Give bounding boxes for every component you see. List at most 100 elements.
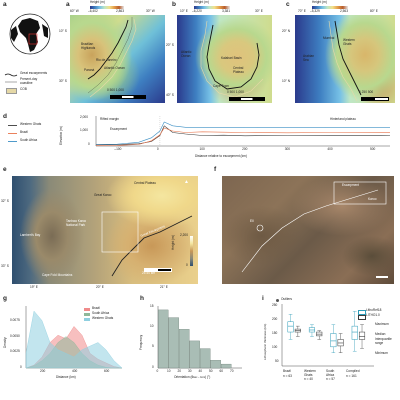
panel-i-group-brazil: Brazil (283, 369, 291, 373)
panel-d-xtick: 200 (242, 147, 248, 151)
panel-i-ytick-250: 250 (272, 303, 278, 307)
map-b-label-central-1: Central (233, 66, 244, 70)
panel-label-g: g (3, 295, 7, 302)
panel-d-xtick: 500 (369, 147, 376, 151)
legend-litho10-swatch (358, 315, 366, 320)
histogram-bar (168, 317, 179, 369)
series-line-brazil (95, 127, 391, 146)
panel-i-ytick-200: 200 (272, 317, 278, 321)
map-e-label-tankwa-2: National Park (66, 223, 86, 227)
map-c-escarpment-line (328, 20, 362, 102)
panel-i-outliers-label: Outliers (281, 297, 292, 301)
panel-i-group-wg-n: n = 40 (304, 377, 313, 381)
boxplot-litho10-0 (294, 325, 301, 337)
panel-i-ytick-50: 50 (275, 359, 279, 363)
legend-lithoref18-swatch (358, 310, 366, 315)
map-c-height-label: Height (m) (312, 0, 327, 4)
panel-g-legend-wg: Western Ghats (92, 316, 114, 320)
panel-d-plateau-label: Hinterland plateau (330, 117, 356, 121)
panel-d-ytick-1000: 1,000 (80, 128, 88, 132)
map-c-scale-text: 0 250 500 (359, 90, 374, 94)
map-e-label-lambert: Lambert's Bay (20, 233, 41, 237)
panel-d-plot (95, 116, 391, 147)
panel-h-xtick: 10 (167, 369, 171, 373)
legend-brazil-swatch (8, 133, 17, 134)
legend-south-africa: South Africa (20, 138, 38, 142)
histogram-bar (200, 348, 211, 369)
panel-d-xtick: –100 (114, 147, 122, 151)
map-b-height-max: 3,381 (222, 9, 230, 13)
panel-i-anno-maximum: Maximum (375, 322, 389, 326)
panel-g-ytick-3: 0 (20, 365, 22, 369)
map-a-lon-right: 30° W (146, 9, 155, 13)
satellite-label-karoo: Karoo (368, 197, 377, 201)
panel-i-anno-iqr-2: range (375, 341, 384, 345)
panel-i-group-compiled: Compiled (346, 369, 360, 373)
histogram-bar (158, 309, 169, 369)
panel-i-anno-iqr-1: Interquartile (375, 337, 392, 341)
map-a-topography: Brazilian Highlands Rio de Janeiro Atlan… (70, 15, 165, 103)
satellite-annotations (241, 181, 387, 273)
panel-label-f: f (214, 166, 217, 173)
series-line-south-africa (95, 121, 390, 145)
panel-g-legend-sa: South Africa (92, 311, 110, 315)
panel-d-xtick: 0 (156, 147, 159, 151)
map-e-lon-mid: 20° E (96, 285, 104, 289)
map-c-scalebar (361, 97, 389, 101)
panel-d-ytick-2000: 2,000 (80, 115, 88, 119)
panel-g-xtick-200: 200 (40, 369, 46, 373)
satellite-label-ellipse: Ell (250, 219, 254, 223)
panel-h-xtick: 50 (209, 369, 213, 373)
boxplot-litho10-2 (337, 333, 344, 353)
panel-i-anno-minimum: Minimum (375, 351, 388, 355)
panel-label-i: i (262, 295, 264, 302)
map-b-escarpment-line (200, 20, 264, 98)
panel-i-group-sa-2: Africa (326, 373, 335, 377)
panel-h-xlabel-tail: ) (°) (205, 375, 211, 379)
panel-i-group-wg-2: Ghats (304, 373, 313, 377)
map-a-label-parana: Paraná (84, 68, 95, 72)
map-b-lat-bottom: 40° S (166, 93, 174, 97)
map-e-lat-bottom: 33° S (1, 264, 9, 268)
map-b-colorbar (194, 6, 230, 9)
panel-g-plot (25, 306, 123, 369)
map-a-escarpment-line (87, 17, 137, 98)
map-b-label-cape: Cape Town (213, 84, 229, 88)
map-a-lat-top: 10° S (59, 29, 67, 33)
panel-i-ytick-100: 100 (272, 345, 278, 349)
map-a-height-min: –6,402 (88, 9, 98, 13)
panel-g-legend-brazil-swatch (84, 308, 90, 311)
boxplot-lithoref18-3 (351, 311, 358, 352)
panel-h-ytick-15: 15 (150, 304, 154, 308)
map-c-lat-bottom: 10° N (282, 79, 291, 83)
panel-h-ytick-5: 5 (152, 344, 154, 348)
panel-i-group-sa-n: n = 57 (326, 377, 335, 381)
panel-i-ylabel: Lithospheric thickness (km) (263, 323, 267, 360)
panel-g-legend-brazil: Brazil (92, 306, 100, 310)
legend-south-africa-swatch (8, 141, 17, 142)
map-e-label-karoo: Great Karoo (94, 193, 112, 197)
map-e-topography: Central Plateau Great Karoo Tankwa Karoo… (12, 176, 198, 284)
satellite-label-escarpment: Escarpment (342, 183, 360, 187)
panel-g-ylabel: Density (3, 337, 7, 348)
panel-h-xtick: 0 (156, 369, 159, 373)
panel-d-xtick: 300 (284, 147, 291, 151)
legend-western-ghats-swatch (8, 125, 17, 126)
map-b-lon-left: 10° E (180, 9, 188, 13)
panel-i-group-compiled-n: n = 161 (346, 374, 357, 378)
panel-g-ytick-0: 0.0075 (10, 318, 20, 322)
map-b-scale-text: 0 500 1,000 (227, 90, 244, 94)
map-a-height-max: 2,863 (116, 9, 124, 13)
boxplot-lithoref18-1 (308, 324, 315, 337)
panel-h-xtick: 40 (198, 369, 203, 373)
panel-i-group-brazil-n: n = 63 (283, 374, 292, 378)
map-c-lon-left: 70° E (298, 9, 306, 13)
panel-h-xlabel-sub: Esc – Cont (193, 376, 206, 379)
boxplot-lithoref18-0 (287, 314, 294, 340)
panel-label-h: h (140, 295, 144, 302)
map-c-label-arabian-1: Arabian (303, 54, 314, 58)
map-e-height-max: 2,200 (180, 233, 188, 237)
panel-g-ytick-1: 0.0050 (10, 334, 20, 338)
panel-d-escarpment-label: Escarpment (110, 127, 128, 131)
satellite-image: Escarpment Karoo Ell (222, 176, 394, 284)
